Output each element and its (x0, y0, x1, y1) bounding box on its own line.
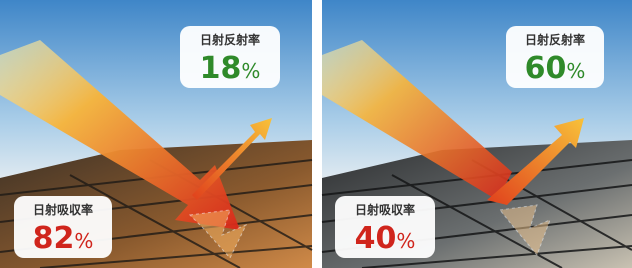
number: 60 (525, 51, 567, 86)
infographic: 日射反射率 18% 日射吸収率 82% 日射反射率 60% 日射吸収率 40% (0, 0, 632, 268)
panel: 日射反射率 60% 日射吸収率 40% (322, 0, 632, 268)
unit: % (566, 59, 585, 83)
absorb-label: 日射吸収率 (355, 202, 415, 217)
panel: 日射反射率 18% 日射吸収率 82% (0, 0, 312, 268)
number: 82 (33, 221, 75, 256)
number: 18 (200, 51, 242, 86)
reflect-label: 日射反射率 (200, 32, 260, 47)
absorb-label: 日射吸収率 (33, 202, 93, 217)
unit: % (74, 229, 93, 253)
reflect-label: 日射反射率 (525, 32, 585, 47)
unit: % (241, 59, 260, 83)
unit: % (396, 229, 415, 253)
number: 40 (355, 221, 397, 256)
